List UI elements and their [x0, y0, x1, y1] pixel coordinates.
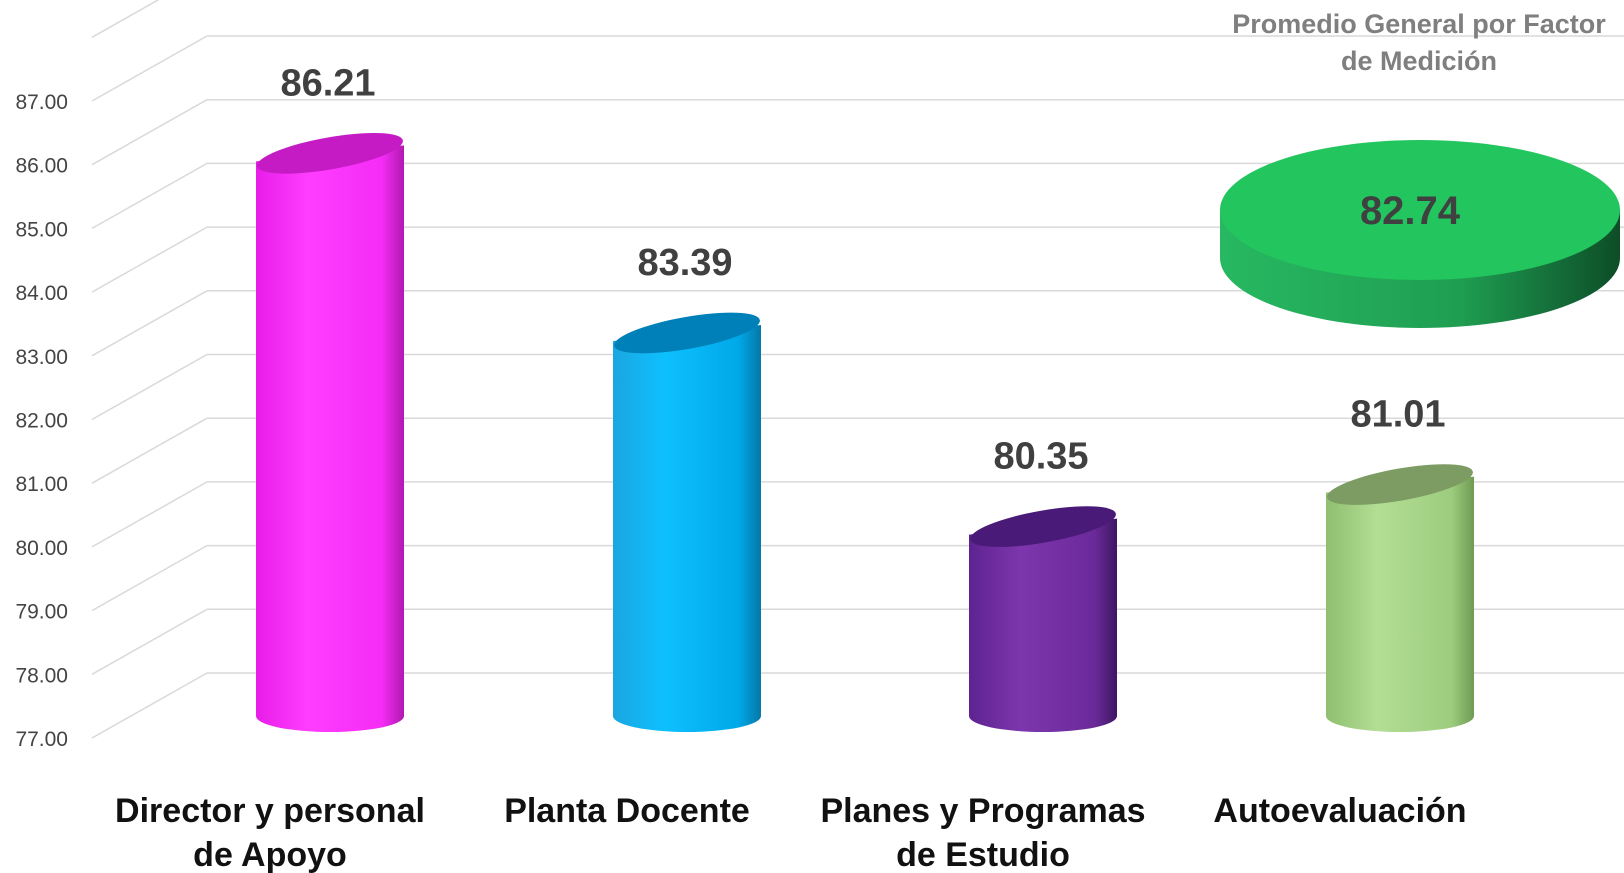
gridline-diagonal — [91, 162, 208, 230]
bars: 86.21 83.39 80.35 81.01 — [256, 62, 1474, 732]
bar-body — [1326, 476, 1474, 732]
y-tick-label: 87.00 — [15, 91, 68, 114]
x-category-label: Director y personal — [115, 792, 425, 830]
annotation-title: de Medición — [1341, 46, 1497, 76]
bar-4: 81.01 — [1326, 394, 1474, 732]
gridline-diagonal — [91, 672, 208, 739]
y-tick-label: 82.00 — [15, 410, 68, 433]
y-tick-label: 80.00 — [15, 537, 68, 560]
bar-top — [614, 312, 760, 354]
gridline-diagonal — [91, 481, 208, 548]
x-category-label: Autoevaluación — [1213, 792, 1466, 830]
average-disc-top — [1220, 140, 1620, 280]
data-label: 80.35 — [993, 436, 1088, 478]
y-tick-label: 81.00 — [15, 473, 68, 496]
bar-body — [969, 518, 1117, 732]
bar-1: 86.21 — [256, 62, 404, 732]
y-tick-label: 85.00 — [15, 218, 68, 241]
annotation-title: Promedio General por Factor — [1232, 9, 1606, 39]
x-category-label: de Estudio — [896, 836, 1070, 873]
data-label: 81.01 — [1350, 394, 1445, 436]
y-tick-label: 77.00 — [15, 728, 68, 751]
bar-top — [970, 506, 1116, 547]
gridline-diagonal — [91, 226, 208, 293]
bar-body — [256, 145, 404, 732]
data-label: 86.21 — [280, 62, 375, 104]
y-axis: 77.00 78.00 79.00 80.00 81.00 82.00 83.00 84.00… — [15, 91, 68, 751]
data-label: 83.39 — [637, 242, 732, 284]
x-category-label: de Apoyo — [193, 836, 347, 873]
average-value: 82.74 — [1360, 189, 1461, 233]
average-annotation: Promedio General por Factor de Medición 82… — [1220, 9, 1620, 328]
x-axis: Director y personal de Apoyo Planta Docent… — [115, 792, 1467, 873]
gridline-diagonal — [91, 544, 208, 612]
gridline-diagonal — [91, 35, 208, 102]
bar-top — [1327, 464, 1473, 505]
bar-top — [257, 132, 403, 174]
gridline-diagonal — [91, 417, 208, 484]
y-tick-label: 84.00 — [15, 282, 68, 305]
bar-2: 83.39 — [613, 242, 761, 732]
y-tick-label: 78.00 — [15, 664, 68, 687]
bar-body — [613, 324, 761, 732]
x-category-label: Planta Docente — [504, 792, 750, 830]
y-tick-label: 83.00 — [15, 346, 68, 369]
gridline-diagonal — [91, 353, 208, 421]
gridline-diagonal — [91, 290, 208, 357]
x-category-label: Planes y Programas — [820, 792, 1145, 830]
bar-3: 80.35 — [969, 436, 1117, 732]
y-tick-label: 79.00 — [15, 601, 68, 624]
gridline-diagonal — [91, 0, 160, 38]
gridline-diagonal — [91, 608, 208, 675]
gridline-diagonal — [91, 99, 208, 166]
y-tick-label: 86.00 — [15, 155, 68, 178]
